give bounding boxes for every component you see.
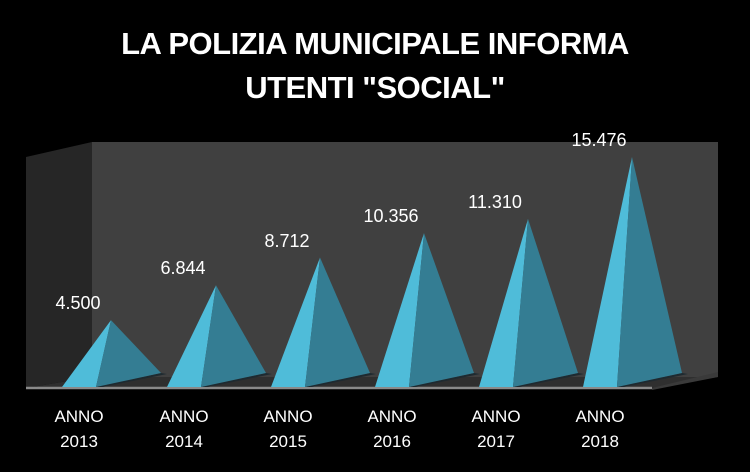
x-label-year: 2016: [373, 432, 411, 451]
pyramid-bar-2017: [479, 218, 584, 387]
pyramid-dark-face: [201, 285, 266, 387]
pyramid-shadow: [305, 373, 376, 387]
x-label-year: 2017: [477, 432, 515, 451]
pyramid-shadow: [96, 373, 167, 387]
data-label: 8.712: [264, 230, 310, 251]
pyramid-light-face: [583, 157, 632, 387]
pyramid-bar-2015: [271, 257, 376, 387]
pyramid-light-face: [375, 233, 424, 387]
x-label-year: 2014: [165, 432, 203, 451]
data-label: 10.356: [363, 206, 419, 227]
pyramid-light-face: [167, 285, 216, 387]
pyramid-bar-2016: [375, 233, 480, 387]
pyramid-bar-2018: [583, 157, 688, 387]
data-label: 11.310: [468, 191, 522, 212]
x-label-year: 2015: [269, 432, 307, 451]
floor-right-edge: [652, 372, 718, 390]
pyramid-dark-face: [96, 320, 161, 387]
x-axis-label: ANNO 2016: [367, 404, 416, 454]
pyramid-dark-face: [409, 233, 474, 387]
x-label-line1: ANNO: [263, 407, 313, 426]
x-axis-label: ANNO 2014: [159, 404, 208, 454]
pyramid-light-face: [62, 320, 111, 387]
pyramid-dark-face: [305, 257, 370, 387]
pyramid-light-face: [271, 257, 320, 387]
chart-title-line1: LA POLIZIA MUNICIPALE INFORMA: [121, 26, 629, 61]
pyramid-shadow: [617, 373, 688, 387]
pyramid-light-face: [479, 218, 528, 387]
pyramid-bar-2013: [62, 320, 167, 387]
pyramid-series: [62, 157, 688, 387]
x-label-line1: ANNO: [159, 407, 209, 426]
pyramid-bar-2014: [167, 285, 272, 387]
x-axis-label: ANNO 2018: [575, 404, 624, 454]
x-axis-label: ANNO 2015: [263, 404, 312, 454]
pyramid-dark-face: [513, 218, 578, 387]
pyramid-shadow: [201, 373, 272, 387]
data-label: 6.844: [160, 258, 206, 279]
pyramid-dark-face: [617, 157, 682, 387]
data-label: 4.500: [55, 293, 101, 314]
chart-title-line2: UTENTI "SOCIAL": [245, 70, 505, 105]
x-label-year: 2018: [581, 432, 619, 451]
side-wall: [26, 142, 92, 388]
x-label-line1: ANNO: [471, 407, 521, 426]
x-axis-label: ANNO 2017: [471, 404, 520, 454]
data-label: 15.476: [571, 130, 627, 150]
x-label-line1: ANNO: [575, 407, 625, 426]
pyramid-shadow: [513, 373, 584, 387]
x-label-line1: ANNO: [54, 407, 104, 426]
x-label-line1: ANNO: [367, 407, 417, 426]
x-label-year: 2013: [60, 432, 98, 451]
pyramid-shadow: [409, 373, 480, 387]
x-axis-label: ANNO 2013: [54, 404, 103, 454]
